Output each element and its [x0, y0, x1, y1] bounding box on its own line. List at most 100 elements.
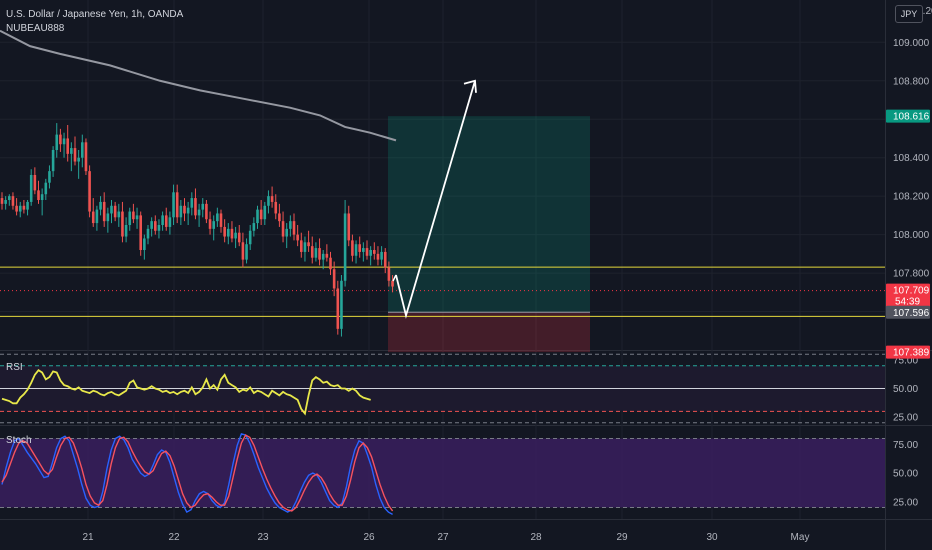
- candle: [303, 236, 307, 262]
- time-tick-label: 21: [82, 532, 94, 543]
- candle: [139, 211, 142, 256]
- candle: [37, 180, 40, 204]
- candle-body: [245, 244, 248, 260]
- price-label: 108.616: [886, 109, 930, 123]
- candle-body: [15, 205, 18, 212]
- candle: [44, 178, 48, 200]
- stochastic-pane[interactable]: Stoch 75.00 50.00 25.00: [0, 433, 918, 516]
- time-tick-label: May: [791, 532, 810, 543]
- candle: [274, 194, 278, 220]
- currency-button[interactable]: JPY: [895, 5, 923, 23]
- candle: [106, 207, 110, 233]
- candle: [164, 207, 168, 231]
- candle-body: [358, 244, 361, 252]
- time-axis[interactable]: 21 22 23 26 27 28 29 30 May: [82, 532, 809, 543]
- grid-lines: [0, 0, 885, 519]
- price-label-text: 108.616: [893, 112, 930, 123]
- candle-body: [365, 248, 369, 256]
- candle: [124, 217, 128, 243]
- candle-body: [121, 211, 124, 237]
- price-pane[interactable]: [0, 29, 885, 353]
- pane-separator: [0, 425, 932, 426]
- candle-body: [99, 201, 102, 210]
- candle: [40, 188, 44, 216]
- candle: [340, 275, 343, 337]
- candle-body: [143, 238, 146, 250]
- candle-body: [124, 225, 128, 237]
- candle-body: [248, 230, 252, 245]
- candle: [230, 221, 234, 243]
- candle-body: [84, 142, 88, 172]
- candle: [270, 186, 274, 208]
- candle: [248, 225, 252, 250]
- candle-body: [164, 215, 168, 227]
- candle: [369, 246, 372, 266]
- stoch-band-fill: [0, 438, 885, 508]
- candle-body: [234, 232, 237, 239]
- candle-body: [73, 148, 77, 162]
- time-tick-label: 28: [530, 532, 542, 543]
- time-tick-label: 29: [616, 532, 628, 543]
- price-tick-label: 108.200: [893, 192, 930, 203]
- candle-body: [150, 221, 153, 229]
- candle: [179, 200, 183, 225]
- candle: [15, 198, 18, 216]
- price-axis[interactable]: 109.000108.800108.600108.400108.200108.0…: [886, 6, 932, 359]
- candle: [73, 136, 77, 166]
- candle: [77, 150, 80, 179]
- candle-body: [259, 209, 263, 220]
- candle: [237, 225, 241, 247]
- candle-body: [186, 207, 190, 214]
- candle: [241, 232, 245, 268]
- candle-body: [183, 205, 186, 214]
- candle-body: [146, 228, 150, 239]
- stoch-tick-label: 75.00: [893, 440, 918, 451]
- stop-loss-zone: [388, 312, 590, 353]
- candle-body: [285, 228, 288, 237]
- candle: [292, 213, 296, 241]
- price-tick-label: 108.400: [893, 153, 930, 164]
- candle-body: [347, 213, 351, 241]
- candle-body: [332, 269, 336, 289]
- candle-body: [110, 205, 113, 214]
- candle-body: [88, 171, 91, 212]
- candle: [387, 261, 391, 287]
- candle-body: [33, 175, 37, 191]
- candle: [212, 215, 215, 241]
- candle: [161, 211, 164, 231]
- candle: [33, 167, 37, 195]
- pane-separator: [0, 519, 932, 520]
- stoch-d-line: [1, 434, 394, 512]
- candle: [263, 201, 267, 225]
- price-label-box: [886, 283, 930, 308]
- indicator-label[interactable]: NUBEAU888: [6, 23, 65, 34]
- candle-body: [340, 280, 343, 329]
- candle: [0, 192, 4, 210]
- pane-separator: [0, 350, 932, 351]
- candle-body: [154, 221, 157, 231]
- candle-body: [194, 198, 197, 216]
- candle-body: [48, 171, 51, 183]
- candle: [281, 211, 285, 243]
- candle-body: [281, 221, 285, 237]
- candle: [351, 234, 354, 262]
- price-tick-label: 108.800: [893, 76, 930, 87]
- price-label-text: 107.709: [893, 286, 930, 297]
- candle: [48, 165, 51, 189]
- price-label-box: [886, 109, 930, 123]
- candle-body: [81, 142, 84, 158]
- candle: [365, 240, 369, 260]
- stoch-tick-label: 50.00: [893, 469, 918, 480]
- candle-body: [201, 203, 205, 210]
- rsi-tick-label: 75.00: [893, 355, 918, 366]
- rsi-pane[interactable]: RSI 75.00 50.00 25.00: [0, 353, 918, 424]
- time-tick-label: 23: [257, 532, 269, 543]
- candle-body: [362, 248, 365, 252]
- candle-body: [241, 242, 245, 260]
- price-tick-label: 109.000: [893, 38, 930, 49]
- candle: [84, 138, 88, 175]
- candle-body: [22, 205, 26, 210]
